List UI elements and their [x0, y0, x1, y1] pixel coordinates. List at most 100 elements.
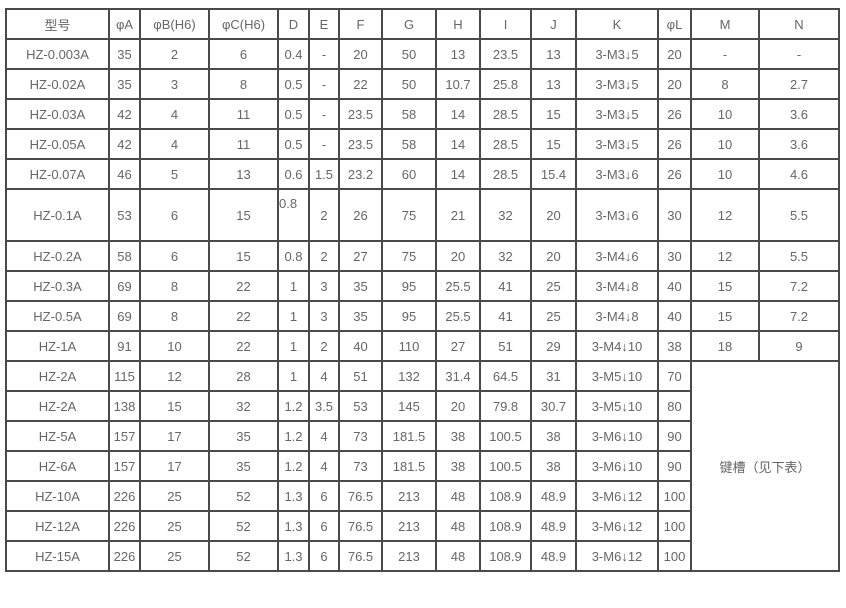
value-cell: 50 — [381, 68, 437, 100]
value-cell: 115 — [108, 360, 141, 392]
value-cell: 1.2 — [277, 420, 310, 452]
value-cell: 3.6 — [758, 128, 840, 160]
value-cell: 3.5 — [308, 390, 340, 422]
model-cell: HZ-0.02A — [5, 68, 110, 100]
value-cell: 1.2 — [277, 450, 310, 482]
value-cell: 42 — [108, 98, 141, 130]
value-cell: 23.5 — [479, 38, 532, 70]
value-cell: 35 — [338, 270, 383, 302]
value-cell: 52 — [208, 540, 279, 572]
table-row: HZ-0.05A 42 4 11 0.5-23.5 58 14 28.5 15 3-M3↓5 26 1… — [5, 128, 840, 160]
value-cell: 20 — [657, 68, 692, 100]
model-cell: HZ-0.1A — [5, 188, 110, 242]
value-cell: 25.8 — [479, 68, 532, 100]
value-cell: 26 — [338, 188, 383, 242]
value-cell: 3-M3↓6 — [575, 188, 659, 242]
value-cell: 26 — [657, 128, 692, 160]
value-cell: 7.2 — [758, 270, 840, 302]
value-cell: 15 — [690, 270, 760, 302]
value-cell: 20 — [435, 240, 481, 272]
value-cell: 14 — [435, 158, 481, 190]
value-cell: 11 — [208, 98, 279, 130]
value-cell: 3-M6↓12 — [575, 480, 659, 512]
value-cell: 3-M3↓5 — [575, 98, 659, 130]
value-cell: 11 — [208, 128, 279, 160]
value-cell: 53 — [338, 390, 383, 422]
value-cell: 48.9 — [530, 540, 577, 572]
column-header: N — [758, 8, 840, 40]
column-header: G — [381, 8, 437, 40]
value-cell: 181.5 — [381, 420, 437, 452]
table-row: HZ-2A 115 12 28 1 4 51 132 31.4 64.5 31 3-M5↓10 70 键槽… — [5, 360, 840, 572]
table-row: HZ-0.1A 53 6 15 0.8 2 26 75 21 32 20 3-M3↓6 30 12 5.5 — [5, 188, 840, 242]
value-cell: 13 — [530, 68, 577, 100]
value-cell: 10 — [139, 330, 210, 362]
value-cell: 48.9 — [530, 480, 577, 512]
column-header: φB(H6) — [139, 8, 210, 40]
value-cell: 90 — [657, 420, 692, 452]
value-cell: 3-M3↓6 — [575, 158, 659, 190]
value-cell: 17 — [139, 450, 210, 482]
value-cell: 145 — [381, 390, 437, 422]
value-cell: 0.5 — [277, 128, 310, 160]
value-cell: 2 — [139, 38, 210, 70]
value-cell: 31.4 — [435, 360, 481, 392]
model-cell: HZ-15A — [5, 540, 110, 572]
table-row: HZ-6A 157 17 35 1.2 4 73 181.5 38 100.5 38 3-M6↓10 9… — [5, 450, 839, 482]
value-cell: 3 — [139, 68, 210, 100]
column-header: H — [435, 8, 481, 40]
value-cell: 100.5 — [479, 450, 532, 482]
value-cell: 0.5 — [277, 98, 310, 130]
value-cell: 3-M3↓5 — [575, 68, 659, 100]
value-cell: 5.5 — [758, 240, 840, 272]
value-cell: 15 — [208, 188, 279, 242]
value-cell: 30 — [657, 240, 692, 272]
value-cell: 23.5 — [338, 128, 383, 160]
value-cell: 95 — [381, 300, 437, 332]
model-cell: HZ-0.003A — [5, 38, 110, 70]
value-cell: 1 — [277, 330, 310, 362]
model-cell: HZ-0.05A — [5, 128, 110, 160]
value-cell: 20 — [338, 38, 383, 70]
value-cell: 132 — [381, 360, 437, 392]
value-cell: 10.7 — [435, 68, 481, 100]
value-cell: 38 — [530, 420, 577, 452]
value-cell: 3-M3↓5 — [575, 38, 659, 70]
value-cell: 4 — [139, 98, 210, 130]
value-cell: 13 — [208, 158, 279, 190]
value-cell: 108.9 — [479, 480, 532, 512]
value-cell: 138 — [108, 390, 141, 422]
value-cell: 38 — [435, 420, 481, 452]
value-cell: 3-M6↓10 — [575, 450, 659, 482]
value-cell: 3-M6↓10 — [575, 420, 659, 452]
value-cell: 25 — [139, 510, 210, 542]
value-cell: 213 — [381, 540, 437, 572]
column-header: φC(H6) — [208, 8, 279, 40]
value-cell: 25 — [530, 270, 577, 302]
value-cell: 3-M6↓12 — [575, 540, 659, 572]
value-cell: 12 — [690, 240, 760, 272]
value-cell: 31 — [530, 360, 577, 392]
value-cell: 58 — [381, 128, 437, 160]
value-cell: 20 — [530, 188, 577, 242]
value-cell: 3-M4↓8 — [575, 270, 659, 302]
value-cell: 2 — [308, 330, 340, 362]
value-cell: 38 — [530, 450, 577, 482]
table-row: HZ-0.03A 42 4 11 0.5-23.5 58 14 28.5 15 3-M3↓5 26 1… — [5, 98, 840, 130]
value-cell: 75 — [381, 240, 437, 272]
value-cell: 18 — [690, 330, 760, 362]
value-cell: 5 — [139, 158, 210, 190]
value-cell: 40 — [657, 300, 692, 332]
value-cell: 14 — [435, 128, 481, 160]
column-header: E — [308, 8, 340, 40]
value-cell: 12 — [690, 188, 760, 242]
model-cell: HZ-0.5A — [5, 300, 110, 332]
value-cell: 22 — [338, 68, 383, 100]
value-cell: 1.3 — [277, 540, 310, 572]
value-cell: 38 — [435, 450, 481, 482]
value-cell: 100.5 — [479, 420, 532, 452]
value-cell: 69 — [108, 270, 141, 302]
value-cell: 76.5 — [338, 510, 383, 542]
value-cell: - — [308, 98, 340, 130]
value-cell: 1.5 — [308, 158, 340, 190]
